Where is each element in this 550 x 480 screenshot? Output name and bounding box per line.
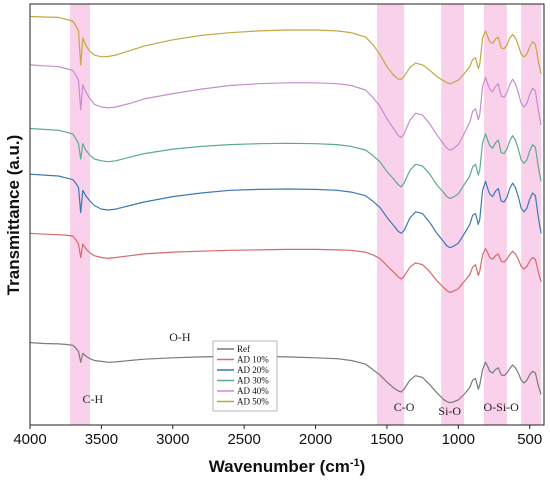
legend-label-1: AD 10% xyxy=(237,355,269,365)
annotation-c-h: C-H xyxy=(82,392,103,406)
x-tick-label-2: 3000 xyxy=(156,431,189,448)
x-axis-ticks: 4000 3500 3000 2500 2000 1500 1000 500 xyxy=(13,425,542,448)
series-line-5 xyxy=(29,15,542,85)
x-tick-label-7: 500 xyxy=(517,431,542,448)
x-tick-label-5: 1500 xyxy=(370,431,403,448)
legend-label-4: AD 40% xyxy=(237,386,269,396)
series-line-2 xyxy=(29,173,542,249)
highlight-bands xyxy=(69,4,542,425)
series-lines xyxy=(29,15,542,404)
x-axis-title: Wavenumber (cm-1) xyxy=(209,457,366,476)
series-line-0 xyxy=(29,342,542,404)
legend-label-5: AD 50% xyxy=(237,397,269,407)
highlight-band-3 xyxy=(484,4,507,425)
legend-label-3: AD 30% xyxy=(237,376,269,386)
highlight-band-1 xyxy=(376,4,405,425)
x-axis-title-sup: -1 xyxy=(350,457,360,469)
highlight-band-4 xyxy=(521,4,542,425)
annotation-o-si-o: O-Si-O xyxy=(483,400,519,414)
annotation-si-o: Si-O xyxy=(438,404,461,418)
plot-frame xyxy=(29,3,545,426)
legend-label-0: Ref xyxy=(237,344,250,354)
highlight-band-2 xyxy=(441,4,465,425)
peak-annotations: O-H C-H C-O Si-O O-Si-O xyxy=(82,330,519,418)
highlight-band-0 xyxy=(69,4,90,425)
series-line-4 xyxy=(29,64,542,151)
x-tick-label-6: 1000 xyxy=(442,431,475,448)
series-line-1 xyxy=(29,232,542,293)
x-tick-label-0: 4000 xyxy=(13,431,46,448)
x-axis-title-main: Wavenumber (cm xyxy=(209,457,350,476)
x-tick-label-3: 2500 xyxy=(227,431,260,448)
series-line-3 xyxy=(29,127,542,199)
annotation-c-o: C-O xyxy=(394,400,415,414)
x-tick-label-1: 3500 xyxy=(85,431,118,448)
legend-box xyxy=(212,340,278,412)
x-axis-title-tail: ) xyxy=(360,457,366,476)
y-axis-title: Transmittance (a.u.) xyxy=(4,135,23,296)
annotation-o-h: O-H xyxy=(169,330,191,344)
x-tick-label-4: 2000 xyxy=(299,431,332,448)
legend-label-2: AD 20% xyxy=(237,365,269,375)
